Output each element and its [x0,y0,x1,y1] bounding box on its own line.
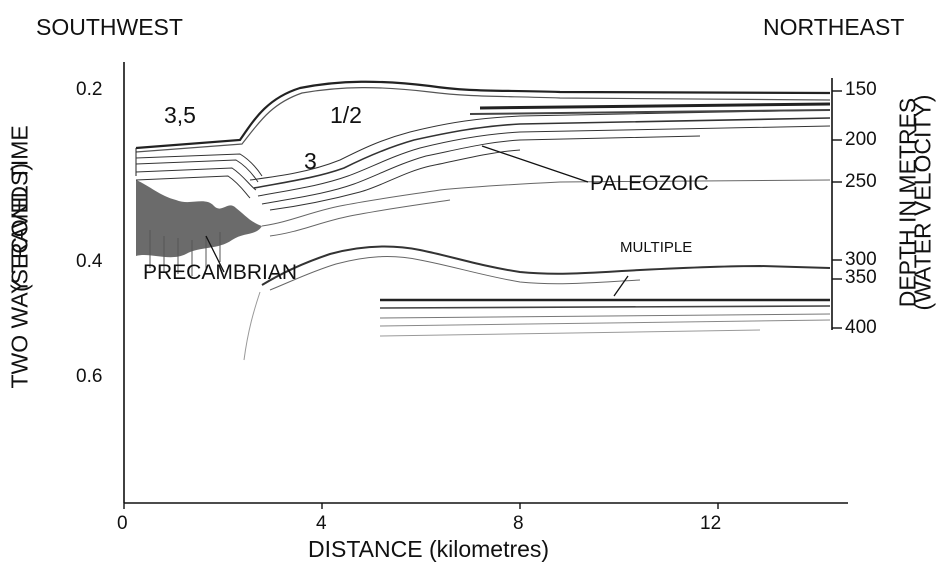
leader-lines [205,145,629,297]
left-tick-0-4: 0.4 [76,251,103,272]
sea-floor-reflectors [135,80,831,176]
left-tick-0-6: 0.6 [76,366,103,387]
unit-3-label: 3 [304,148,317,174]
unit-3-5-label: 3,5 [164,102,196,128]
bottom-tick-8: 8 [513,513,524,534]
paleozoic-label: PALEOZOIC [590,172,709,195]
bottom-axis-title: DISTANCE (kilometres) [308,536,550,562]
southwest-label: SOUTHWEST [36,14,183,40]
right-tick-200: 200 [845,129,877,150]
multiple-reflection [243,245,831,361]
right-tick-350: 350 [845,267,877,288]
right-tick-300: 300 [845,249,877,270]
bottom-tick-12: 12 [700,513,722,534]
sediment-layers [135,109,831,211]
mid-reflectors [261,179,831,237]
precambrian-basement [136,180,262,276]
multiple-label: MULTIPLE [620,239,693,256]
right-ticks [832,90,842,329]
northeast-label: NORTHEAST [763,14,905,40]
upper-right-band [469,102,831,115]
unit-1-2-label: 1/2 [330,102,362,128]
bottom-tick-4: 4 [316,513,327,534]
bottom-tick-0: 0 [117,513,128,534]
precambrian-label: PRECAMBRIAN [143,261,298,284]
bottom-ticks [123,503,719,509]
right-tick-150: 150 [845,79,877,100]
right-tick-400: 400 [845,317,877,338]
axis-frame [123,62,848,504]
left-tick-0-2: 0.2 [76,79,103,100]
right-tick-250: 250 [845,171,877,192]
